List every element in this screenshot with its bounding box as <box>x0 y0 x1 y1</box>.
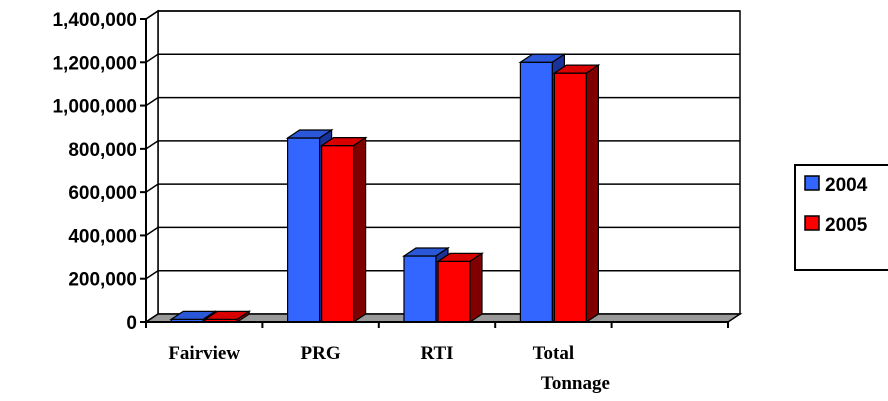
y-tick-label: 1,000,000 <box>52 97 137 118</box>
bar-2005-2 <box>436 252 484 324</box>
bar-2005-0 <box>203 310 252 324</box>
bar-side <box>585 63 600 324</box>
axes <box>145 19 728 323</box>
bar-side <box>469 252 483 324</box>
y-tick-label: 400,000 <box>68 226 137 247</box>
y-axis-ticks: 0 200,000 400,000 600,000 800,000 1,000,000 1,… <box>52 10 146 334</box>
legend-label: 2004 <box>825 175 868 196</box>
x-tick-label: RTI <box>420 343 453 364</box>
legend: 2004 2005 <box>794 164 888 271</box>
gridline-depth <box>145 10 159 20</box>
y-tick-label: 1,200,000 <box>52 53 137 74</box>
gridline-depth <box>145 226 159 237</box>
bar-2005-1 <box>319 136 368 324</box>
gridline-depth <box>145 96 159 107</box>
x-axis-ticks: Fairview PRG RTI Total Tonnage <box>145 322 729 394</box>
x-tick-label: Total <box>533 343 575 364</box>
legend-swatch <box>804 215 820 231</box>
bar-front <box>287 137 321 323</box>
x-tick-label: PRG <box>301 343 341 364</box>
gridline-depth <box>145 140 159 150</box>
y-tick-label: 600,000 <box>68 183 137 204</box>
bar-front <box>519 61 554 323</box>
y-tick-label: 200,000 <box>68 270 137 291</box>
y-tick-label: 1,400,000 <box>52 10 137 31</box>
bar-front <box>321 145 355 323</box>
gridline-depth <box>145 53 159 63</box>
legend-label: 2005 <box>825 215 868 236</box>
gridline-depth <box>145 183 159 193</box>
gridline-depth <box>145 270 159 280</box>
bar-side <box>353 136 367 324</box>
x-tick-label: Tonnage <box>541 373 610 394</box>
y-tick-label: 0 <box>126 313 137 334</box>
bar-front <box>403 255 437 323</box>
bar-front <box>553 72 588 323</box>
y-tick-label: 800,000 <box>68 140 137 161</box>
bar-front <box>437 260 471 323</box>
gridlines <box>145 10 740 280</box>
legend-swatch <box>804 175 820 191</box>
x-tick-label: Fairview <box>168 343 240 364</box>
bar-2005-3 <box>552 63 601 324</box>
